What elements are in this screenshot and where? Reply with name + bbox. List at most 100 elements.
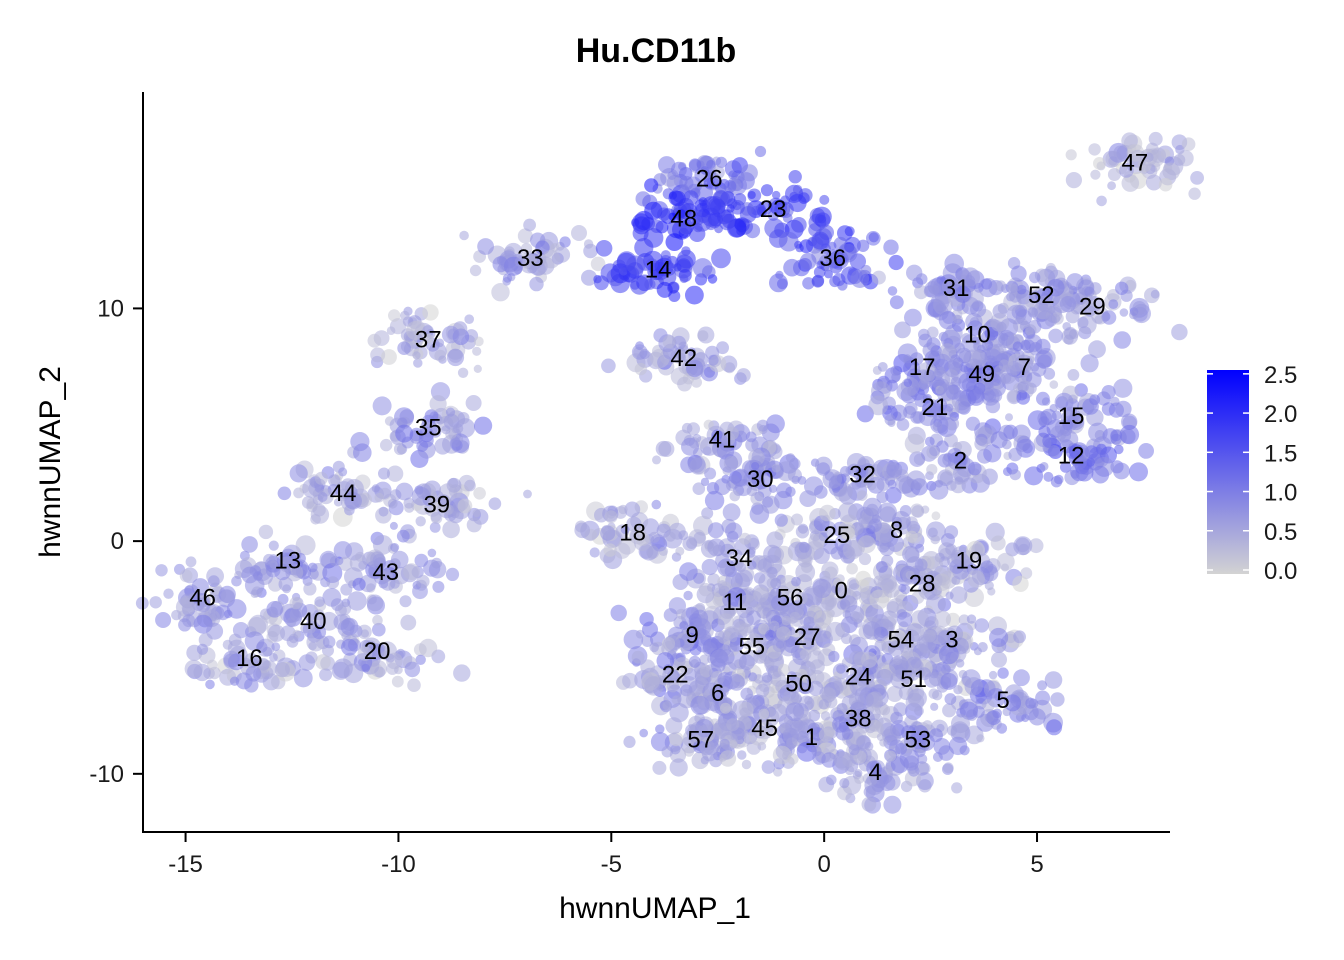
cell-point xyxy=(1067,369,1080,381)
cell-point xyxy=(771,463,781,473)
cell-point xyxy=(293,668,313,688)
cell-point xyxy=(416,440,429,452)
cell-point xyxy=(732,549,743,559)
legend-tick-label: 2.5 xyxy=(1264,362,1297,389)
cell-point xyxy=(918,333,933,348)
cell-point xyxy=(973,387,983,397)
cell-point xyxy=(809,669,825,685)
cell-point xyxy=(571,225,587,241)
cell-point xyxy=(710,723,727,740)
cell-point xyxy=(856,735,871,750)
cell-point xyxy=(370,551,385,567)
cell-point xyxy=(411,486,431,506)
cell-point xyxy=(1021,713,1030,723)
cell-point xyxy=(942,762,954,774)
cell-point xyxy=(1025,327,1034,336)
cell-point xyxy=(754,145,767,158)
cell-point xyxy=(887,640,904,657)
cell-point xyxy=(635,629,645,639)
cell-point xyxy=(770,577,782,589)
cell-point xyxy=(824,594,838,608)
cell-point xyxy=(816,462,830,476)
cell-point xyxy=(955,347,972,364)
cell-point xyxy=(869,589,890,610)
cell-point xyxy=(424,409,439,423)
cluster-points-20 xyxy=(315,614,471,692)
cluster-label-20: 20 xyxy=(364,638,391,665)
cell-point xyxy=(812,751,826,765)
cell-point xyxy=(886,461,903,478)
cell-point xyxy=(163,588,174,599)
cell-point xyxy=(686,724,706,743)
cell-point xyxy=(896,418,910,431)
cell-point xyxy=(814,485,828,499)
cell-point xyxy=(1145,174,1162,191)
cell-point xyxy=(717,672,732,687)
cell-point xyxy=(1068,444,1084,459)
cell-point xyxy=(939,644,959,665)
legend-colorbar xyxy=(1207,370,1249,574)
cell-point xyxy=(854,769,863,778)
cell-point xyxy=(541,250,561,269)
cell-point xyxy=(715,630,725,641)
cell-point xyxy=(950,586,968,604)
cell-point xyxy=(797,476,807,485)
cell-point xyxy=(802,639,812,648)
cell-point xyxy=(891,511,911,530)
cell-point xyxy=(683,190,699,206)
cell-point xyxy=(753,674,764,684)
cell-point xyxy=(314,471,328,485)
cell-point xyxy=(730,469,748,487)
cell-point xyxy=(464,479,476,492)
cell-point xyxy=(897,611,913,628)
cell-point xyxy=(289,596,303,610)
cell-point xyxy=(797,523,809,534)
cell-point xyxy=(785,486,796,497)
cell-point xyxy=(857,535,876,554)
cell-point xyxy=(698,582,713,597)
cluster-points-47 xyxy=(1065,131,1204,207)
cell-point xyxy=(651,499,662,510)
cell-point xyxy=(658,441,675,457)
cell-point xyxy=(730,200,745,215)
cell-point xyxy=(866,774,878,786)
cell-point xyxy=(676,608,687,620)
cell-point xyxy=(763,725,774,736)
cell-point xyxy=(218,585,236,604)
cell-point xyxy=(391,675,404,688)
color-legend: 0.0 0.5 1.0 1.5 2.0 2.5 xyxy=(1207,362,1297,585)
cell-point xyxy=(877,540,890,553)
cell-point xyxy=(820,711,831,721)
cell-point xyxy=(397,341,411,356)
cell-point xyxy=(819,504,836,522)
cell-point xyxy=(941,664,951,675)
cell-point xyxy=(1091,465,1110,484)
x-tick-label: 5 xyxy=(1030,851,1043,878)
cell-point xyxy=(693,618,712,636)
cell-point xyxy=(1114,444,1124,455)
cell-point xyxy=(868,719,881,733)
cell-point xyxy=(1050,692,1065,707)
cluster-label-22: 22 xyxy=(662,661,689,688)
cell-point xyxy=(988,670,998,680)
cell-point xyxy=(791,576,801,587)
cell-point xyxy=(1048,328,1063,344)
cell-point xyxy=(883,239,899,255)
cell-point xyxy=(851,479,862,490)
cell-point xyxy=(1037,680,1048,691)
cell-point xyxy=(837,502,858,523)
cell-point xyxy=(185,556,197,568)
cell-point xyxy=(722,503,741,522)
cell-point xyxy=(883,795,902,814)
cell-point xyxy=(895,743,907,755)
cell-point xyxy=(747,191,756,199)
cell-point xyxy=(692,433,702,443)
cell-point xyxy=(459,230,469,241)
cell-point xyxy=(685,606,700,620)
cell-point xyxy=(933,573,951,592)
cell-point xyxy=(366,594,384,612)
cell-point xyxy=(1150,289,1160,299)
cell-point xyxy=(624,501,641,518)
cell-point xyxy=(1003,424,1018,440)
